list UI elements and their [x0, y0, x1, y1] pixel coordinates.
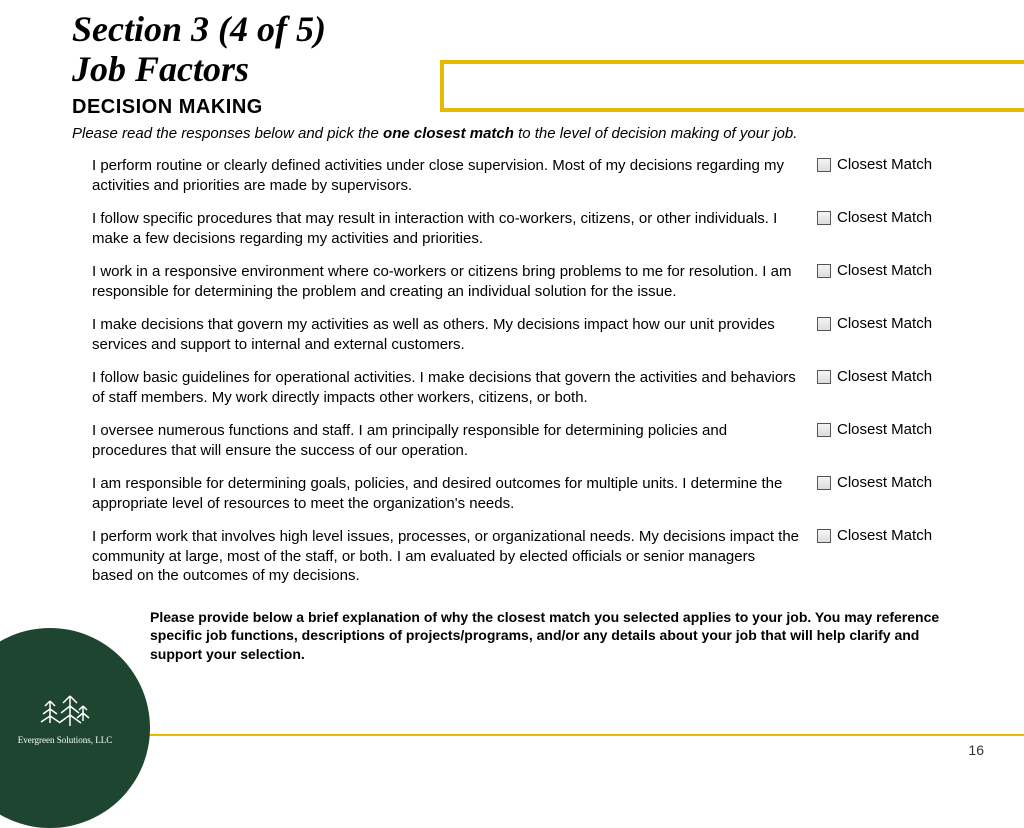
- checkbox-group[interactable]: Closest Match: [817, 156, 952, 173]
- checkbox-icon[interactable]: [817, 370, 831, 384]
- tree-icon: [35, 681, 95, 731]
- instruction-emph: one closest match: [383, 125, 514, 142]
- option-row: I perform routine or clearly defined act…: [92, 156, 952, 195]
- checkbox-label: Closest Match: [837, 156, 932, 173]
- option-text: I work in a responsive environment where…: [92, 262, 799, 301]
- explanation-prompt: Please provide below a brief explanation…: [0, 600, 1024, 665]
- option-text: I make decisions that govern my activiti…: [92, 315, 799, 354]
- title-block: Section 3 (4 of 5) Job Factors: [0, 8, 1024, 90]
- footer-rule: [0, 734, 1024, 736]
- header: Section 3 (4 of 5) Job Factors: [0, 0, 1024, 90]
- checkbox-label: Closest Match: [837, 262, 932, 279]
- checkbox-group[interactable]: Closest Match: [817, 474, 952, 491]
- checkbox-group[interactable]: Closest Match: [817, 209, 952, 226]
- instruction-pre: Please read the responses below and pick…: [72, 125, 383, 142]
- option-row: I work in a responsive environment where…: [92, 262, 952, 301]
- checkbox-icon[interactable]: [817, 423, 831, 437]
- option-text: I perform routine or clearly defined act…: [92, 156, 799, 195]
- checkbox-group[interactable]: Closest Match: [817, 527, 952, 544]
- checkbox-icon[interactable]: [817, 476, 831, 490]
- checkbox-group[interactable]: Closest Match: [817, 262, 952, 279]
- checkbox-icon[interactable]: [817, 529, 831, 543]
- option-text: I oversee numerous functions and staff. …: [92, 421, 799, 460]
- checkbox-group[interactable]: Closest Match: [817, 421, 952, 438]
- options-list: I perform routine or clearly defined act…: [0, 142, 1024, 586]
- checkbox-label: Closest Match: [837, 527, 932, 544]
- logo-company: Evergreen Solutions, LLC: [18, 735, 113, 745]
- option-row: I follow specific procedures that may re…: [92, 209, 952, 248]
- checkbox-label: Closest Match: [837, 474, 932, 491]
- option-row: I follow basic guidelines for operationa…: [92, 368, 952, 407]
- title-line-2: Job Factors: [0, 48, 1024, 90]
- page-number: 16: [968, 742, 984, 758]
- checkbox-label: Closest Match: [837, 315, 932, 332]
- option-text: I follow basic guidelines for operationa…: [92, 368, 799, 407]
- option-text: I am responsible for determining goals, …: [92, 474, 799, 513]
- option-text: I perform work that involves high level …: [92, 527, 799, 586]
- checkbox-icon[interactable]: [817, 317, 831, 331]
- checkbox-label: Closest Match: [837, 209, 932, 226]
- checkbox-icon[interactable]: [817, 211, 831, 225]
- instruction-post: to the level of decision making of your …: [514, 125, 798, 142]
- option-row: I am responsible for determining goals, …: [92, 474, 952, 513]
- checkbox-icon[interactable]: [817, 264, 831, 278]
- checkbox-icon[interactable]: [817, 158, 831, 172]
- instruction-text: Please read the responses below and pick…: [72, 125, 952, 142]
- option-row: I make decisions that govern my activiti…: [92, 315, 952, 354]
- title-line-1: Section 3 (4 of 5): [0, 8, 1024, 50]
- option-text: I follow specific procedures that may re…: [92, 209, 799, 248]
- option-row: I perform work that involves high level …: [92, 527, 952, 586]
- checkbox-label: Closest Match: [837, 421, 932, 438]
- checkbox-group[interactable]: Closest Match: [817, 368, 952, 385]
- checkbox-label: Closest Match: [837, 368, 932, 385]
- option-row: I oversee numerous functions and staff. …: [92, 421, 952, 460]
- checkbox-group[interactable]: Closest Match: [817, 315, 952, 332]
